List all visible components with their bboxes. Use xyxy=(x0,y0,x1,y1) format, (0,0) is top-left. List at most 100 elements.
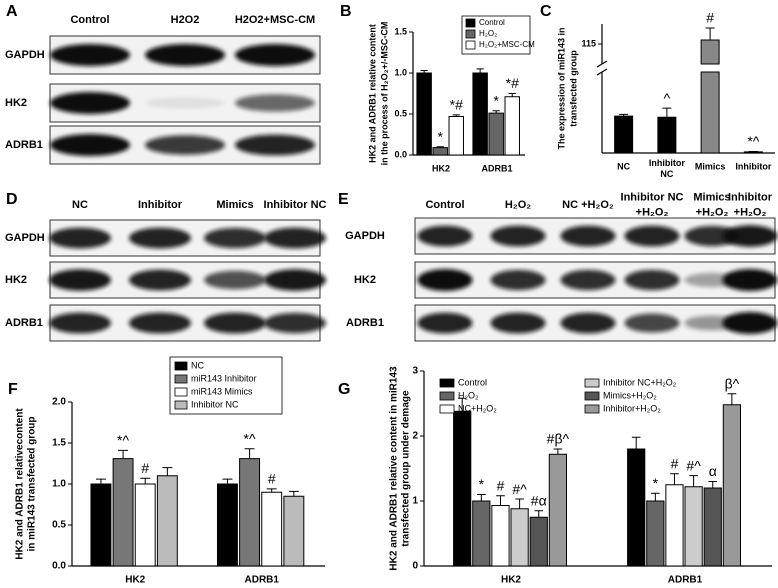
bar xyxy=(614,115,634,154)
blot-band xyxy=(722,312,778,334)
error-bar xyxy=(689,475,698,487)
bar xyxy=(743,151,763,154)
error-bar xyxy=(420,70,428,73)
legend-swatch xyxy=(584,391,600,401)
blot-band xyxy=(145,135,225,155)
y-axis-title: in miR143 transfected group xyxy=(27,416,38,551)
significance-mark: ^ xyxy=(664,90,671,106)
axis-break xyxy=(596,60,608,68)
blot-band xyxy=(129,312,191,334)
significance-mark: #^ xyxy=(686,457,701,473)
significance-mark: * xyxy=(479,476,485,492)
blot-band xyxy=(204,270,266,290)
lane-label: Inhibitor NC xyxy=(621,191,684,203)
lane-label: Mimics xyxy=(693,191,730,203)
blot-band xyxy=(50,44,130,66)
significance-mark: #^ xyxy=(512,481,527,497)
error-bar xyxy=(631,436,641,449)
legend-label: Mimics+H₂O₂ xyxy=(603,390,657,400)
bar xyxy=(283,495,305,567)
legend-swatch xyxy=(174,361,188,371)
blot-band xyxy=(624,313,680,333)
error-bar xyxy=(662,107,672,118)
legend-label: Inhibitor NC+H₂O₂ xyxy=(603,377,677,387)
y-tick-label: 115 xyxy=(581,38,596,48)
error-bar xyxy=(288,490,299,497)
blot-band xyxy=(264,227,326,249)
legend-swatch xyxy=(439,391,455,401)
error-bar xyxy=(553,448,563,455)
bar xyxy=(646,500,665,567)
blot-band xyxy=(204,312,266,334)
bar xyxy=(627,448,646,567)
significance-mark: * xyxy=(493,92,499,108)
blot-band xyxy=(490,225,546,247)
error-bar xyxy=(508,93,516,97)
blot-band xyxy=(204,227,266,249)
y-tick-label: 0 xyxy=(412,561,418,572)
significance-mark: # xyxy=(497,478,505,494)
error-bar xyxy=(244,448,255,459)
significance-mark: # xyxy=(706,10,714,26)
legend-swatch xyxy=(439,404,455,414)
legend-swatch xyxy=(465,40,476,50)
blot-band xyxy=(235,44,315,66)
blot-band xyxy=(624,269,680,291)
axis-break xyxy=(596,68,608,76)
bar xyxy=(504,96,520,156)
error-bar xyxy=(118,449,129,459)
bar xyxy=(510,508,529,567)
bar xyxy=(156,475,178,567)
error-bar xyxy=(95,478,106,484)
bar xyxy=(472,500,491,567)
row-label: ADRB1 xyxy=(346,317,384,329)
blot-band xyxy=(417,225,473,247)
error-bar xyxy=(670,473,679,485)
significance-mark: *# xyxy=(506,75,519,91)
bar xyxy=(703,487,722,567)
panel-label: D xyxy=(6,191,18,208)
blot-band xyxy=(722,269,778,291)
error-bar xyxy=(705,27,715,40)
legend-frame xyxy=(169,356,283,415)
legend-label: H₂O₂ xyxy=(458,390,479,400)
y-tick-label: 0.5 xyxy=(394,108,407,118)
y-axis-title: HK2 and ADRB1 relativecontent xyxy=(15,408,26,560)
legend-swatch xyxy=(174,400,188,410)
legend-label: NC+H₂O₂ xyxy=(458,403,497,413)
row-label: HK2 xyxy=(5,274,27,286)
blot-band xyxy=(560,312,616,334)
y-axis-title: transfected group xyxy=(568,50,578,127)
legend-swatch xyxy=(584,404,600,414)
y-tick-label: 1 xyxy=(412,496,418,507)
error-bar xyxy=(619,113,629,117)
legend-label: Control xyxy=(458,377,487,387)
bar xyxy=(261,491,283,567)
x-tick-label: Mimics xyxy=(695,161,726,171)
bar xyxy=(416,72,432,156)
significance-mark: * xyxy=(653,475,659,491)
error-bar xyxy=(477,494,486,501)
lane-label: +H₂O₂ xyxy=(734,206,767,218)
error-bar xyxy=(727,393,737,405)
y-axis-title: transfected group under demage xyxy=(401,390,412,547)
y-tick-label: 0.5 xyxy=(52,520,66,531)
blot-band xyxy=(684,225,740,247)
significance-mark: #β^ xyxy=(547,431,570,447)
error-bar xyxy=(476,68,484,73)
blot-band xyxy=(417,312,473,334)
lane-label: Inhibitor xyxy=(728,191,773,203)
lane-label: +H₂O₂ xyxy=(636,206,669,218)
row-label: HK2 xyxy=(354,274,376,286)
x-tick-label: ADRB1 xyxy=(245,575,280,586)
x-tick-label: NC xyxy=(617,161,630,171)
y-tick-label: 1.5 xyxy=(394,26,407,36)
bar xyxy=(722,404,742,567)
panel-label: C xyxy=(540,3,552,20)
significance-mark: #α xyxy=(531,492,547,508)
blot-band xyxy=(129,227,191,249)
blot-band xyxy=(624,225,680,247)
lane-label: Inhibitor xyxy=(138,199,183,211)
legend-swatch xyxy=(465,18,476,28)
legend-swatch xyxy=(174,374,188,384)
